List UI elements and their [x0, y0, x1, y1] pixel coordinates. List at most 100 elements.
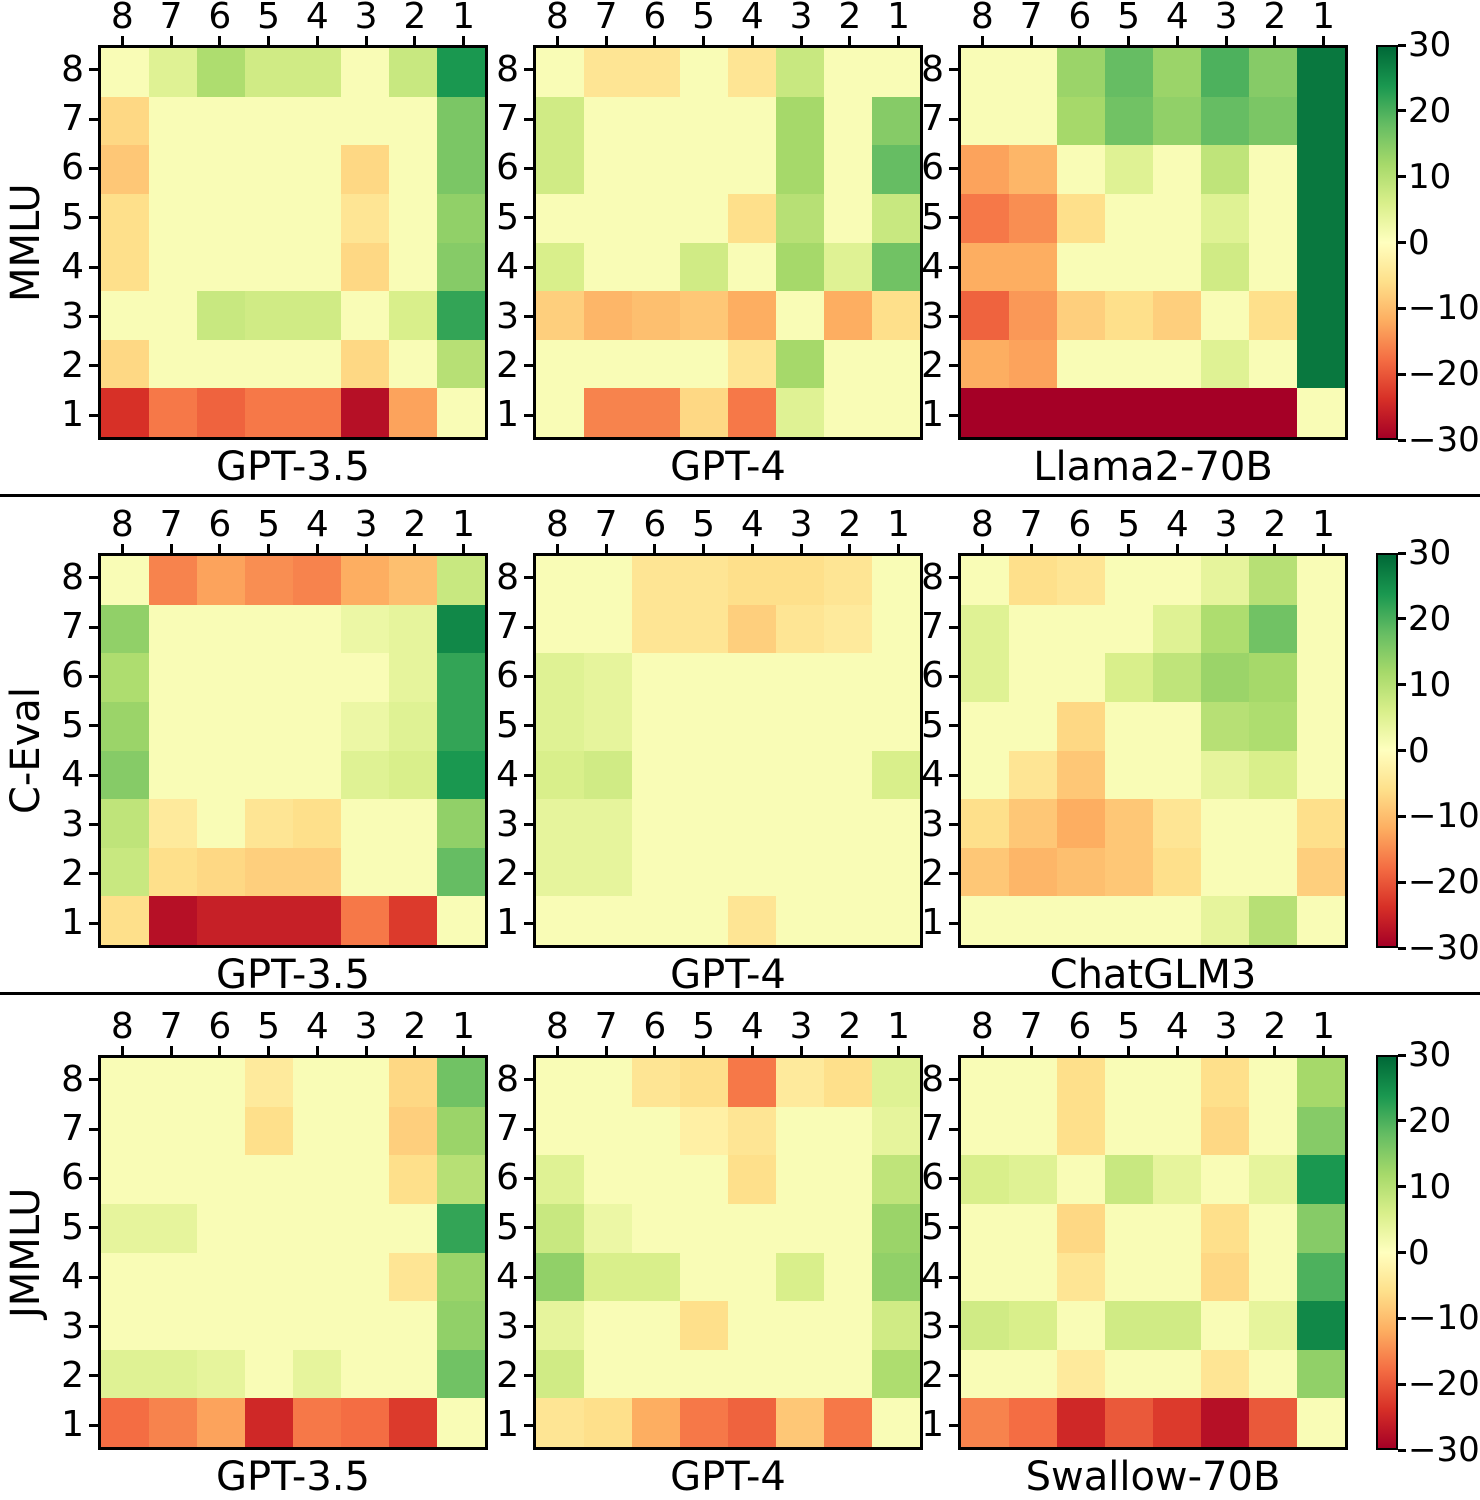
heatmap-cell [389, 388, 437, 437]
heatmap-cell [776, 48, 824, 97]
heatmap-cell [437, 653, 485, 702]
y-tick-label: 3 [496, 295, 519, 337]
heatmap-cell [437, 291, 485, 340]
heatmap-cell [872, 1252, 920, 1302]
heatmap-cell [293, 847, 341, 897]
y-tick-label: 7 [921, 606, 944, 648]
y-tick [524, 1176, 533, 1180]
x-tick-label: 5 [692, 0, 716, 37]
heatmap-cell [1057, 556, 1105, 605]
heatmap-cell [961, 242, 1009, 292]
y-tick [89, 68, 98, 72]
heatmap-cell [584, 48, 632, 97]
x-tick [897, 36, 901, 45]
y-tick-label: 5 [496, 1206, 519, 1248]
heatmap-cell [872, 388, 920, 437]
y-tick-label: 1 [61, 1404, 84, 1446]
colorbar-tick-label: 20 [1408, 598, 1452, 639]
heatmap-cell [536, 701, 584, 751]
heatmap-cell [776, 1301, 824, 1350]
heatmap-cell [680, 750, 728, 800]
colorbar-tick [1398, 749, 1406, 752]
heatmap-cell [536, 799, 584, 848]
heatmap-cell [1249, 1203, 1297, 1253]
x-tick [555, 36, 559, 45]
heatmap-cell [961, 388, 1009, 437]
heatmap-cell [149, 1155, 197, 1204]
x-tick-label: 8 [970, 504, 994, 545]
heatmap-cell [584, 1301, 632, 1350]
heatmap-cell [824, 750, 872, 800]
heatmap-cell [584, 1058, 632, 1107]
heatmap-cell [1153, 242, 1201, 292]
heatmap-cell [293, 1203, 341, 1253]
heatmap-cell [101, 896, 149, 945]
heatmap-cell [437, 193, 485, 243]
heatmap-cell [632, 339, 680, 389]
heatmap-cell [1201, 193, 1249, 243]
heatmap-cell [389, 1349, 437, 1399]
heatmap-cell [680, 847, 728, 897]
y-tick [524, 265, 533, 269]
heatmap-cell [728, 1106, 776, 1156]
heatmap-cell [728, 1058, 776, 1107]
heatmap-cell [341, 701, 389, 751]
y-tick [524, 1127, 533, 1131]
heatmap-cell [728, 291, 776, 340]
y-tick [524, 921, 533, 925]
heatmap-cell [1201, 653, 1249, 702]
y-tick-label: 2 [921, 852, 944, 894]
x-tick-label: 4 [305, 0, 329, 37]
y-tick-label: 3 [61, 295, 84, 337]
heatmap-cell [776, 145, 824, 194]
heatmap-cell [584, 556, 632, 605]
colorbar-tick-label: −30 [1408, 420, 1480, 460]
heatmap-cell [680, 604, 728, 654]
heatmap-cell [1009, 96, 1057, 146]
heatmap-cell [728, 1252, 776, 1302]
x-tick-label: 2 [1263, 1006, 1287, 1047]
heatmap-cell [1153, 556, 1201, 605]
y-tick [89, 413, 98, 417]
heatmap-cell [824, 242, 872, 292]
heatmap-cell [101, 1155, 149, 1204]
heatmap-mmlu-gpt-4 [533, 45, 923, 440]
y-tick [89, 315, 98, 319]
heatmap-cell [584, 242, 632, 292]
heatmap-cell [1105, 291, 1153, 340]
x-tick-label: 5 [692, 1006, 716, 1047]
heatmap-cell [197, 847, 245, 897]
heatmap-cell [536, 556, 584, 605]
heatmap-cell [293, 1301, 341, 1350]
heatmap-cell [1297, 1058, 1345, 1107]
heatmap-cell [680, 1203, 728, 1253]
heatmap-cell [584, 1155, 632, 1204]
heatmap-cell [776, 96, 824, 146]
heatmap-cell [1009, 291, 1057, 340]
y-tick [524, 1226, 533, 1230]
heatmap-cell [1153, 291, 1201, 340]
y-tick [524, 68, 533, 72]
x-tick-label: 7 [1019, 0, 1043, 37]
heatmap-cell [101, 388, 149, 437]
x-tick [218, 36, 222, 45]
heatmap-cell [632, 604, 680, 654]
heatmap-cell [1297, 701, 1345, 751]
heatmap-cell [101, 847, 149, 897]
heatmap-cell [197, 1252, 245, 1302]
heatmap-cell [389, 1252, 437, 1302]
heatmap-cell [293, 556, 341, 605]
colorbar-tick-label: 0 [1408, 1232, 1430, 1273]
y-tick-label: 7 [496, 1108, 519, 1150]
heatmap-cell [961, 604, 1009, 654]
colorbar-tick [1398, 1119, 1406, 1123]
heatmap-cell [1057, 1106, 1105, 1156]
heatmap-cell [776, 193, 824, 243]
heatmap-cell [1105, 556, 1153, 605]
heatmap-cell [1009, 339, 1057, 389]
heatmap-cell [1009, 1106, 1057, 1156]
heatmap-cell [584, 1106, 632, 1156]
heatmap-cell [1297, 339, 1345, 389]
x-tick-label: 8 [545, 1006, 569, 1047]
